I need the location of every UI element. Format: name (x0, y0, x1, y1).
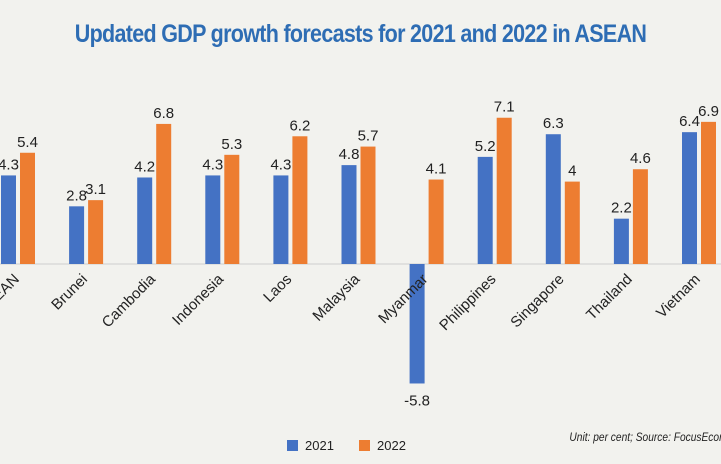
bar-2022-brunei (88, 200, 104, 264)
bar-2021-cambodia (137, 177, 153, 264)
bar-2022-singapore (564, 181, 580, 264)
legend-label-2022: 2022 (377, 438, 406, 453)
category-label-malaysia: Malaysia (309, 270, 363, 324)
data-label-2022-indonesia: 5.3 (221, 136, 242, 153)
bar-2021-singapore (545, 134, 561, 264)
bar-2022-laos (292, 136, 308, 264)
legend-swatch-2022 (359, 440, 370, 451)
data-label-2021-asean: 4.3 (0, 156, 19, 173)
category-label-vietnam: Vietnam (653, 271, 704, 322)
data-label-2022-myanmar: 4.1 (426, 161, 447, 178)
data-label-2022-cambodia: 6.8 (153, 105, 174, 122)
bar-2021-philippines (477, 156, 493, 264)
data-label-2021-malaysia: 4.8 (339, 146, 360, 163)
category-label-singapore: Singapore (507, 271, 567, 331)
data-label-2022-brunei: 3.1 (85, 181, 106, 198)
data-label-2022-singapore: 4 (568, 163, 576, 180)
legend-item-2021: 2021 (287, 438, 334, 453)
bar-2021-brunei (69, 206, 85, 264)
bar-2021-vietnam (682, 132, 697, 264)
bar-2022-myanmar (428, 179, 444, 264)
data-label-2021-cambodia: 4.2 (134, 158, 155, 175)
category-label-laos: Laos (260, 271, 295, 306)
data-label-2022-philippines: 7.1 (494, 99, 515, 116)
bar-2022-indonesia (224, 154, 240, 264)
data-label-2021-philippines: 5.2 (475, 138, 496, 155)
bar-2022-thailand (632, 169, 648, 264)
bar-2021-laos (273, 175, 289, 264)
data-label-2021-vietnam: 6.4 (679, 113, 700, 130)
data-label-2022-malaysia: 5.7 (358, 128, 379, 145)
category-label-indonesia: Indonesia (169, 270, 227, 328)
category-label-thailand: Thailand (583, 271, 636, 324)
data-label-2021-indonesia: 4.3 (202, 156, 223, 173)
bar-2021-thailand (613, 218, 629, 264)
bar-2022-asean (20, 152, 35, 264)
legend-swatch-2021 (287, 440, 298, 451)
data-label-2021-laos: 4.3 (270, 156, 291, 173)
bar-2021-asean (1, 175, 16, 264)
data-label-2022-vietnam: 6.9 (698, 103, 719, 120)
data-label-2021-myanmar: -5.8 (404, 392, 430, 409)
bar-2021-myanmar (409, 264, 425, 384)
data-label-2021-singapore: 6.3 (543, 115, 564, 132)
data-label-2022-laos: 6.2 (289, 117, 310, 134)
bar-2022-malaysia (360, 146, 376, 264)
data-label-2021-thailand: 2.2 (611, 200, 632, 217)
source-note: Unit: per cent; Source: FocusEcon (569, 430, 721, 444)
chart-title: Updated GDP growth forecasts for 2021 an… (74, 20, 647, 48)
legend-label-2021: 2021 (305, 438, 334, 453)
bar-2022-vietnam (701, 121, 716, 264)
data-label-2022-asean: 5.4 (17, 134, 38, 151)
category-label-cambodia: Cambodia (99, 270, 160, 331)
category-label-brunei: Brunei (48, 271, 91, 314)
category-label-asean: ASEAN (0, 271, 23, 319)
bar-2021-malaysia (341, 165, 357, 264)
bar-2021-indonesia (205, 175, 221, 264)
legend-item-2022: 2022 (359, 438, 406, 453)
data-label-2022-thailand: 4.6 (630, 150, 651, 167)
bar-2022-philippines (496, 117, 512, 265)
bar-2022-cambodia (156, 123, 172, 264)
data-label-2021-brunei: 2.8 (66, 187, 87, 204)
category-label-philippines: Philippines (436, 271, 499, 334)
